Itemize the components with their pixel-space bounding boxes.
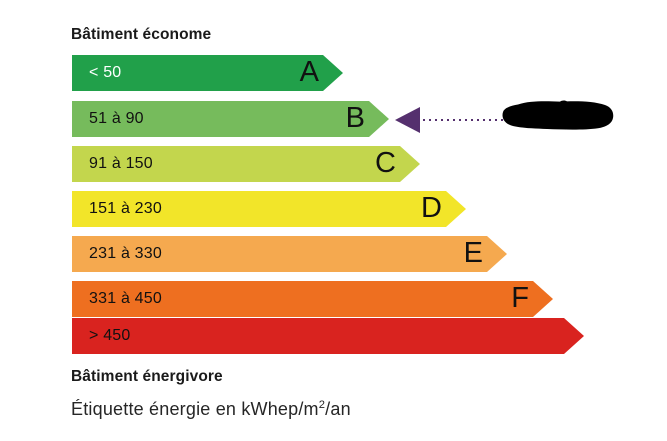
energy-band-f-body [72,281,533,317]
energy-band-c-range: 91 à 150 [89,155,153,172]
energy-band-d-arrow-tip [446,191,466,227]
label-unit-prefix: Étiquette énergie en kWhep/m [71,399,319,419]
rating-pointer-triangle-icon [395,107,420,133]
label-unit-superscript: 2 [318,399,326,411]
energy-band-b-arrow-tip [369,101,389,137]
energy-band-g-body [72,318,564,354]
energy-band-d-letter: D [421,192,442,224]
energy-band-a-arrow-tip [323,55,343,91]
energy-band-e-body [72,236,487,272]
energy-band-g-range: > 450 [89,327,131,344]
label-caption-energy-hungry: Bâtiment énergivore [71,368,223,385]
energy-band-d-range: 151 à 230 [89,200,162,217]
energy-band-g[interactable]: > 450 [72,318,584,354]
energy-band-d[interactable]: 151 à 230 D [72,191,466,227]
energy-band-e-arrow-tip [487,236,507,272]
label-unit-caption: Étiquette énergie en kWhep/m2/an [71,399,351,420]
energy-band-b-letter: B [345,102,365,134]
energy-band-d-body [72,191,446,227]
energy-band-a[interactable]: < 50 A [72,55,343,91]
energy-band-e-letter: E [463,237,483,269]
energy-band-e[interactable]: 231 à 330 E [72,236,507,272]
energy-band-c[interactable]: 91 à 150 C [72,146,420,182]
energy-band-a-letter: A [299,56,319,88]
redaction-blob-icon [502,100,614,130]
energy-band-c-body [72,146,400,182]
energy-band-g-arrow-tip [564,318,584,354]
energy-band-e-range: 231 à 330 [89,245,162,262]
label-unit-suffix: /an [325,399,351,419]
label-caption-economical: Bâtiment économe [71,26,212,43]
energy-band-a-body [72,55,323,91]
energy-band-b-range: 51 à 90 [89,110,144,127]
energy-band-f[interactable]: 331 à 450 F [72,281,553,317]
energy-band-f-letter: F [511,282,529,314]
energy-band-f-arrow-tip [533,281,553,317]
energy-band-c-letter: C [375,147,396,179]
energy-band-c-arrow-tip [400,146,420,182]
energy-band-b-body [72,101,369,137]
energy-band-f-range: 331 à 450 [89,290,162,307]
rating-connector-dotted-line [423,119,505,121]
energy-band-b[interactable]: 51 à 90 B [72,101,389,137]
energy-band-a-range: < 50 [89,64,122,81]
